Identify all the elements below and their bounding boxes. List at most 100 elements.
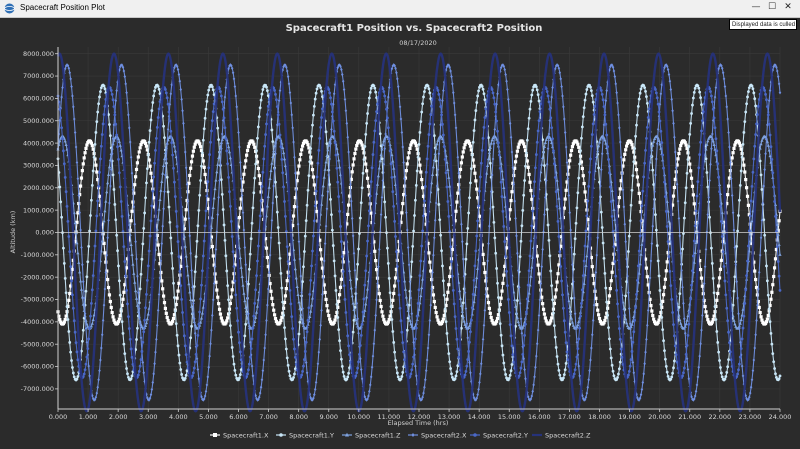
- x-tick-label-9: 9.000: [319, 413, 338, 421]
- marker-0-2100: [688, 162, 692, 166]
- marker-0-1527: [515, 149, 519, 153]
- minimize-button[interactable]: —: [751, 2, 761, 12]
- marker-1-2157: [705, 171, 709, 174]
- marker-1-831: [306, 188, 310, 192]
- marker-1-2229: [727, 358, 730, 362]
- marker-1-1590: [534, 85, 538, 89]
- marker-4-1128: [395, 265, 399, 268]
- marker-3-1521: [514, 216, 517, 221]
- marker-3-1767: [588, 368, 591, 373]
- position-chart[interactable]: Spacecraft1 Position vs. Spacecraft2 Pos…: [0, 18, 800, 449]
- marker-0-1386: [473, 171, 477, 175]
- marker-1-2094: [686, 158, 690, 161]
- marker-0-1338: [458, 167, 463, 172]
- marker-1-333: [156, 84, 160, 88]
- marker-1-2178: [711, 276, 715, 280]
- title-bar[interactable]: Spacecraft Position Plot — ☐ ✕: [0, 0, 800, 18]
- marker-3-1878: [621, 188, 625, 192]
- marker-0-2064: [677, 151, 681, 156]
- marker-3-1725: [575, 340, 579, 344]
- marker-3-216: [121, 65, 125, 69]
- marker-2-1023: [364, 302, 368, 306]
- marker-3-801: [297, 239, 301, 244]
- marker-1-192: [114, 218, 118, 222]
- marker-1-567: [227, 298, 230, 302]
- marker-3-1008: [359, 367, 363, 372]
- marker-0-1959: [645, 275, 649, 279]
- marker-1-336: [157, 87, 161, 91]
- marker-4-1962: [646, 116, 650, 119]
- marker-3-141: [99, 358, 102, 362]
- marker-4-870: [318, 136, 322, 140]
- marker-4-27: [64, 190, 68, 194]
- marker-0-348: [161, 287, 165, 291]
- marker-4-381: [171, 153, 175, 157]
- marker-4-999: [357, 360, 360, 364]
- marker-1-2319: [754, 104, 758, 108]
- marker-1-285: [142, 226, 146, 230]
- marker-3-2340: [760, 218, 764, 223]
- marker-2-2181: [712, 142, 716, 146]
- marker-0-363: [165, 315, 169, 320]
- marker-1-63: [75, 377, 79, 381]
- marker-0-2352: [763, 321, 768, 325]
- marker-1-945: [340, 365, 344, 368]
- marker-3-1950: [643, 362, 646, 366]
- marker-1-384: [172, 281, 175, 285]
- marker-1-1449: [492, 220, 496, 224]
- marker-0-1761: [586, 217, 590, 222]
- marker-4-303: [147, 249, 151, 253]
- marker-3-2046: [672, 121, 675, 126]
- y-tick-label-1: 7000.000: [23, 72, 54, 80]
- marker-1-399: [176, 344, 180, 348]
- marker-0-78: [79, 176, 84, 180]
- marker-0-1077: [380, 310, 384, 314]
- marker-4-2034: [668, 269, 672, 273]
- marker-1-915: [331, 244, 335, 247]
- marker-3-1824: [605, 88, 609, 93]
- marker-0-828: [305, 140, 309, 145]
- marker-1-582: [231, 355, 235, 358]
- marker-2-1980: [652, 139, 656, 143]
- marker-3-777: [290, 113, 294, 117]
- marker-0-2109: [690, 184, 695, 188]
- marker-3-1419: [483, 308, 487, 313]
- marker-4-1314: [451, 288, 455, 292]
- marker-3-543: [220, 146, 223, 151]
- marker-2-1974: [650, 148, 654, 152]
- marker-1-1599: [537, 99, 541, 103]
- marker-1-498: [206, 93, 210, 97]
- marker-0-2118: [693, 211, 697, 215]
- marker-0-2088: [684, 143, 688, 147]
- marker-0-357: [163, 306, 167, 311]
- marker-3-324: [154, 350, 157, 354]
- marker-3-1611: [541, 247, 544, 252]
- marker-0-2358: [765, 317, 769, 321]
- marker-4-1200: [417, 288, 421, 292]
- marker-4-45: [70, 279, 73, 283]
- marker-1-840: [309, 147, 313, 150]
- marker-3-1230: [426, 346, 430, 350]
- marker-3-486: [202, 397, 206, 401]
- marker-3-1653: [553, 67, 557, 71]
- marker-3-384: [172, 69, 175, 74]
- maximize-button[interactable]: ☐: [767, 2, 777, 12]
- marker-0-1380: [471, 158, 475, 162]
- marker-1-1554: [524, 164, 527, 168]
- marker-4-1536: [518, 371, 522, 375]
- marker-3-222: [123, 74, 127, 79]
- marker-4-969: [348, 353, 351, 357]
- marker-1-2265: [737, 198, 741, 202]
- marker-0-474: [198, 145, 203, 149]
- marker-4-2319: [754, 133, 758, 136]
- marker-1-1275: [440, 249, 443, 253]
- marker-3-1125: [395, 70, 398, 75]
- close-button[interactable]: ✕: [784, 2, 792, 12]
- marker-3-2352: [764, 152, 767, 156]
- marker-2-345: [160, 179, 164, 183]
- marker-0-312: [150, 179, 154, 183]
- marker-0-2322: [754, 285, 759, 290]
- marker-1-2256: [735, 245, 739, 248]
- marker-3-1236: [428, 318, 432, 323]
- marker-3-426: [184, 166, 188, 170]
